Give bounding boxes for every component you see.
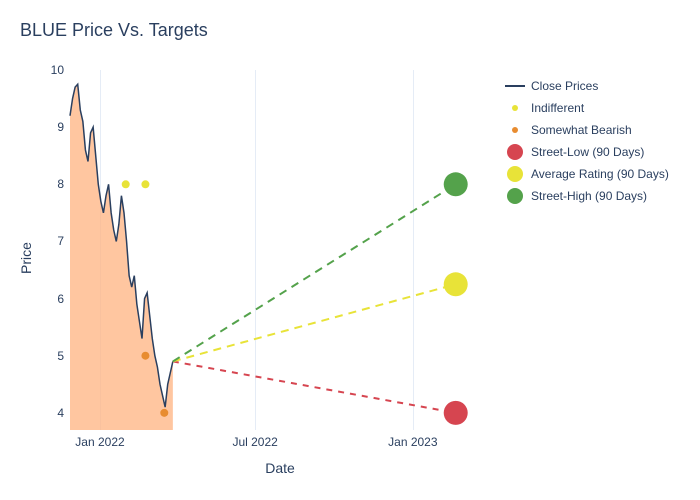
- legend-marker: [512, 127, 518, 133]
- legend-item: Close Prices: [505, 75, 669, 97]
- x-tick-label: Jan 2023: [388, 435, 437, 449]
- legend-marker: [505, 85, 525, 87]
- street-high-marker: [444, 172, 468, 196]
- legend-marker: [512, 105, 518, 111]
- y-tick-label: 10: [40, 63, 64, 77]
- y-tick-label: 6: [40, 292, 64, 306]
- legend-label: Somewhat Bearish: [531, 123, 632, 137]
- y-tick-label: 8: [40, 177, 64, 191]
- legend-marker: [507, 166, 523, 182]
- legend-item: Indifferent: [505, 97, 669, 119]
- indifferent-dot: [141, 180, 149, 188]
- y-tick-label: 7: [40, 234, 64, 248]
- y-tick-label: 4: [40, 406, 64, 420]
- legend-item: Street-Low (90 Days): [505, 141, 669, 163]
- indifferent-dot: [122, 180, 130, 188]
- x-tick-label: Jul 2022: [232, 435, 277, 449]
- chart-title: BLUE Price Vs. Targets: [20, 20, 208, 41]
- bearish-dot: [160, 409, 168, 417]
- legend-label: Street-Low (90 Days): [531, 145, 644, 159]
- legend-item: Street-High (90 Days): [505, 185, 669, 207]
- average-rating-line: [173, 284, 456, 361]
- legend-label: Indifferent: [531, 101, 584, 115]
- legend-item: Somewhat Bearish: [505, 119, 669, 141]
- bearish-dot: [141, 352, 149, 360]
- street-low-marker: [444, 401, 468, 425]
- x-tick-label: Jan 2022: [75, 435, 124, 449]
- x-axis-label: Date: [265, 460, 295, 476]
- y-tick-label: 9: [40, 120, 64, 134]
- legend-label: Street-High (90 Days): [531, 189, 647, 203]
- legend-marker: [507, 188, 523, 204]
- legend-marker: [507, 144, 523, 160]
- legend-item: Average Rating (90 Days): [505, 163, 669, 185]
- close-area: [70, 84, 173, 430]
- plot-area: [70, 70, 490, 430]
- street-high-line: [173, 184, 456, 361]
- street-low-line: [173, 361, 456, 412]
- chart-container: BLUE Price Vs. Targets Price Date 4 5 6 7 8 9…: [0, 0, 700, 500]
- legend: Close Prices Indifferent Somewhat Bearish S…: [505, 75, 669, 207]
- y-tick-label: 5: [40, 349, 64, 363]
- average-rating-marker: [444, 272, 468, 296]
- y-axis-label: Price: [18, 242, 34, 274]
- legend-label: Close Prices: [531, 79, 598, 93]
- legend-label: Average Rating (90 Days): [531, 167, 669, 181]
